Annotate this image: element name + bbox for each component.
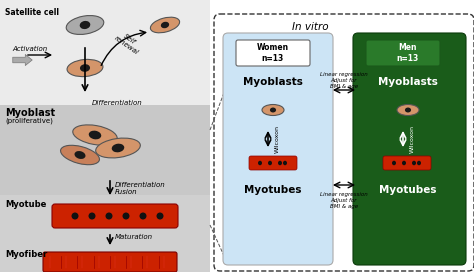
FancyBboxPatch shape (223, 33, 333, 265)
Text: Women
n=13: Women n=13 (257, 43, 289, 63)
Point (47, 254, 53, 258)
Ellipse shape (161, 22, 169, 28)
Point (123, 254, 129, 258)
Ellipse shape (66, 16, 104, 35)
Point (47, 266, 53, 270)
FancyBboxPatch shape (214, 14, 474, 271)
Point (58, 266, 64, 270)
Ellipse shape (89, 212, 95, 220)
Ellipse shape (270, 107, 276, 113)
Ellipse shape (156, 212, 164, 220)
Ellipse shape (72, 212, 79, 220)
Ellipse shape (283, 161, 287, 165)
Ellipse shape (67, 59, 103, 77)
Text: Wilcoxon: Wilcoxon (275, 125, 280, 153)
Ellipse shape (258, 161, 262, 165)
FancyBboxPatch shape (43, 252, 177, 272)
Point (145, 266, 150, 270)
Point (128, 254, 134, 258)
Text: Myoblast: Myoblast (5, 108, 55, 118)
FancyBboxPatch shape (236, 40, 310, 66)
Point (75, 266, 81, 270)
Point (161, 254, 166, 258)
Text: Myotube: Myotube (5, 200, 46, 209)
Ellipse shape (278, 161, 282, 165)
Text: Linear regression
Adjust for
BMI & age: Linear regression Adjust for BMI & age (320, 72, 368, 89)
Ellipse shape (112, 144, 124, 152)
Ellipse shape (412, 161, 416, 165)
Text: In vitro: In vitro (292, 22, 328, 32)
Ellipse shape (405, 107, 411, 113)
Point (161, 266, 166, 270)
Ellipse shape (262, 104, 284, 116)
FancyBboxPatch shape (383, 156, 431, 170)
Text: Myofiber: Myofiber (5, 250, 47, 259)
Point (107, 266, 113, 270)
Ellipse shape (80, 21, 90, 29)
Point (156, 266, 162, 270)
Ellipse shape (96, 138, 140, 158)
Ellipse shape (392, 161, 396, 165)
FancyBboxPatch shape (249, 156, 297, 170)
Text: Linear regression
Adjust for
BMI & age: Linear regression Adjust for BMI & age (320, 192, 368, 209)
Ellipse shape (397, 104, 419, 116)
FancyArrowPatch shape (13, 54, 32, 66)
Ellipse shape (89, 131, 101, 139)
Point (96, 266, 101, 270)
Text: Wilcoxon: Wilcoxon (410, 125, 415, 153)
Ellipse shape (268, 161, 272, 165)
Ellipse shape (139, 212, 146, 220)
Text: Differentiation: Differentiation (92, 100, 143, 106)
Point (140, 254, 146, 258)
Point (58, 254, 64, 258)
Text: Satellite cell: Satellite cell (5, 8, 59, 17)
Text: Myotubes: Myotubes (379, 185, 437, 195)
Ellipse shape (61, 145, 100, 165)
FancyBboxPatch shape (52, 204, 178, 228)
Point (107, 254, 113, 258)
Ellipse shape (74, 151, 85, 159)
Ellipse shape (402, 161, 406, 165)
Ellipse shape (417, 161, 421, 165)
Text: Differentiation
Fusion: Differentiation Fusion (115, 182, 166, 195)
FancyBboxPatch shape (0, 195, 210, 272)
Point (128, 266, 134, 270)
Point (64, 266, 69, 270)
Ellipse shape (73, 125, 117, 145)
Point (80, 266, 85, 270)
Text: Myoblasts: Myoblasts (378, 77, 438, 87)
Point (112, 254, 118, 258)
Point (75, 254, 81, 258)
Ellipse shape (150, 17, 180, 33)
Point (91, 266, 97, 270)
Text: Myotubes: Myotubes (244, 185, 302, 195)
Point (112, 266, 118, 270)
Point (123, 266, 129, 270)
FancyBboxPatch shape (366, 40, 440, 66)
Text: Self
renewal: Self renewal (113, 29, 143, 55)
Ellipse shape (122, 212, 129, 220)
Text: Activation: Activation (12, 46, 47, 52)
Point (140, 266, 146, 270)
Text: Men
n=13: Men n=13 (397, 43, 419, 63)
Point (91, 254, 97, 258)
Ellipse shape (80, 64, 90, 72)
FancyBboxPatch shape (0, 105, 210, 195)
Point (64, 254, 69, 258)
Point (156, 254, 162, 258)
Point (96, 254, 101, 258)
Point (145, 254, 150, 258)
Ellipse shape (106, 212, 112, 220)
FancyBboxPatch shape (353, 33, 466, 265)
Text: Maturation: Maturation (115, 234, 153, 240)
Point (80, 254, 85, 258)
FancyBboxPatch shape (0, 0, 210, 105)
Text: Myoblasts: Myoblasts (243, 77, 303, 87)
Text: (proliferative): (proliferative) (5, 118, 53, 125)
